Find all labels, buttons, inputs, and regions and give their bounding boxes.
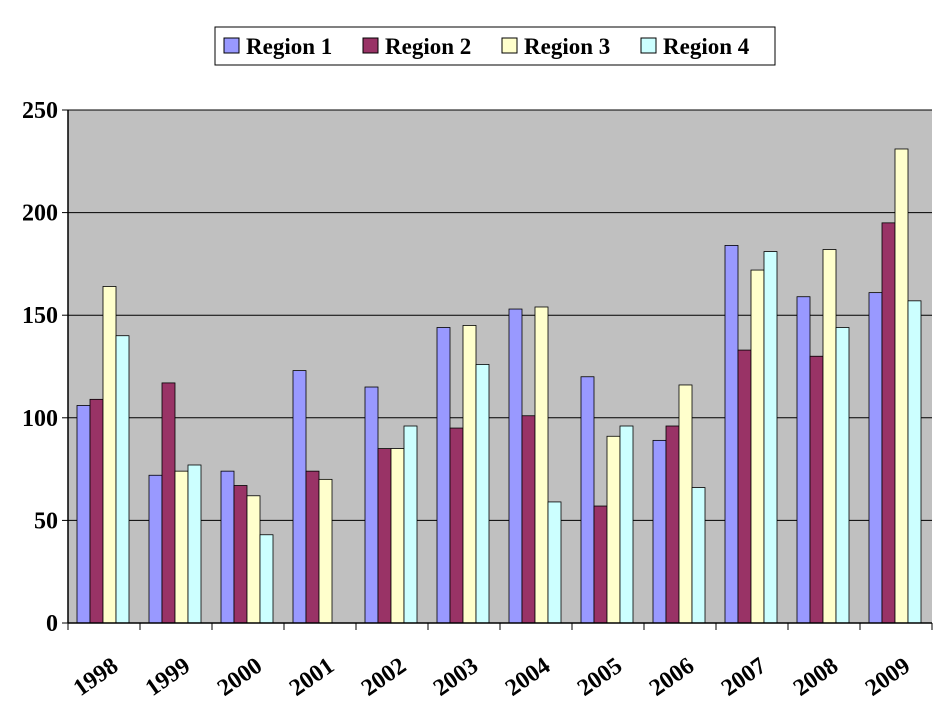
x-tick-label: 2006 — [645, 653, 699, 702]
bar-region-2-2002 — [377, 448, 392, 624]
x-tick-label: 2005 — [573, 653, 627, 702]
bar-region-1-2000 — [220, 470, 235, 624]
y-tick-label: 150 — [22, 303, 58, 329]
bar-region-4-1998 — [115, 335, 130, 624]
bar-region-2-2001 — [305, 470, 320, 624]
bar-region-3-2008 — [822, 249, 837, 624]
bar-region-3-2005 — [606, 435, 621, 624]
bar-region-3-2003 — [462, 325, 477, 624]
x-tick-label: 1998 — [69, 653, 123, 702]
x-tick-label: 2003 — [429, 653, 483, 702]
bar-region-4-2006 — [691, 487, 706, 624]
bar-region-3-1999 — [174, 470, 189, 624]
x-tick-label: 2000 — [213, 653, 267, 702]
bar-region-1-1998 — [76, 405, 91, 624]
x-tick-label: 2002 — [357, 653, 411, 702]
bar-region-4-2003 — [475, 364, 490, 624]
legend-label-region-1: Region 1 — [246, 34, 332, 59]
bar-region-1-2005 — [580, 376, 595, 624]
bar-region-2-2003 — [449, 427, 464, 624]
legend-label-region-2: Region 2 — [385, 34, 471, 59]
bar-region-4-2004 — [547, 501, 562, 624]
bar-region-4-2009 — [907, 300, 922, 624]
bar-region-4-2002 — [403, 425, 418, 624]
plot-area — [68, 110, 932, 623]
x-tick-label: 2001 — [285, 653, 339, 702]
y-tick-label: 100 — [22, 406, 58, 432]
legend-label-region-4: Region 4 — [663, 34, 750, 59]
x-axis-ticks: 1998 1999 2000 2001 2002 2003 2004 2005 2006 2007… — [67, 623, 933, 702]
y-tick-label: 0 — [46, 611, 58, 637]
y-tick-label: 250 — [22, 98, 58, 124]
legend-label-region-3: Region 3 — [524, 34, 610, 59]
x-tick-label: 2007 — [717, 653, 771, 702]
x-tick-label: 2008 — [789, 653, 843, 702]
bar-region-3-2002 — [390, 448, 405, 624]
bar-region-1-1999 — [148, 474, 163, 624]
bar-region-1-2006 — [652, 439, 667, 624]
bar-region-2-2006 — [665, 425, 680, 624]
y-axis-ticks: 0 50 100 150 200 250 — [22, 98, 68, 637]
legend-swatch-region-3 — [501, 37, 518, 54]
bar-region-4-1999 — [187, 464, 202, 624]
gridlines — [68, 109, 932, 521]
bar-region-1-2007 — [724, 245, 739, 624]
bar-region-4-2007 — [763, 251, 778, 624]
bar-region-1-2004 — [508, 308, 523, 624]
x-tick-label: 2004 — [501, 653, 555, 702]
bar-region-2-2007 — [737, 349, 752, 624]
legend-swatch-region-2 — [362, 37, 379, 54]
bar-region-1-2009 — [868, 292, 883, 624]
bars — [76, 148, 922, 624]
bar-region-2-2008 — [809, 355, 824, 624]
bar-region-2-1999 — [161, 382, 176, 624]
bar-region-2-2005 — [593, 505, 608, 624]
bar-region-4-2008 — [835, 327, 850, 624]
bar-region-3-2006 — [678, 384, 693, 624]
y-tick-label: 50 — [34, 508, 58, 534]
bar-region-1-2001 — [292, 370, 307, 624]
y-tick-label: 200 — [22, 201, 58, 227]
legend-box — [214, 26, 776, 66]
x-tick-label: 1999 — [141, 653, 195, 702]
bar-region-2-1998 — [89, 398, 104, 624]
legend-swatch-region-4 — [640, 37, 657, 54]
bar-region-3-2009 — [894, 148, 909, 624]
legend: Region 1 Region 2 Region 3 Region 4 — [214, 26, 776, 66]
bar-region-3-1998 — [102, 286, 117, 624]
bar-region-2-2000 — [233, 485, 248, 624]
bar-region-1-2003 — [436, 327, 451, 624]
bar-region-3-2000 — [246, 495, 261, 624]
legend-swatch-region-1 — [223, 37, 240, 54]
bar-region-2-2004 — [521, 415, 536, 624]
bar-region-2-2009 — [881, 222, 896, 624]
bar-region-4-2005 — [619, 425, 634, 624]
bar-region-3-2007 — [750, 269, 765, 624]
bar-region-3-2004 — [534, 306, 549, 624]
bar-region-4-2000 — [259, 534, 274, 624]
bar-region-1-2002 — [364, 386, 379, 624]
bar-region-3-2001 — [318, 478, 333, 624]
x-tick-label: 2009 — [861, 653, 915, 702]
bar-region-1-2008 — [796, 296, 811, 624]
